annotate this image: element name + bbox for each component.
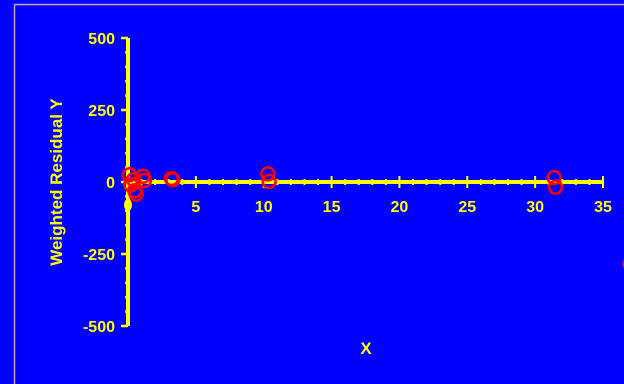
tick-labels: 500 250 0 -250 -500 5 10 15 20 25 30 35 <box>83 31 612 336</box>
x-tick-label: 10 <box>255 199 273 216</box>
y-tick-label: 0 <box>106 175 115 192</box>
y-axis-label: Weighted Residual Y <box>47 98 66 266</box>
y-tick-label: 250 <box>88 103 115 120</box>
data-point <box>261 173 277 190</box>
x-tick-label: 15 <box>323 199 341 216</box>
y-tick-label: -500 <box>83 319 115 336</box>
data-point <box>136 172 153 189</box>
y-tick-label: 500 <box>88 31 115 48</box>
x-tick-label: 35 <box>594 199 612 216</box>
x-tick-label: 25 <box>458 199 476 216</box>
data-point <box>128 186 144 202</box>
data-point <box>125 171 142 188</box>
x-tick-label: 30 <box>526 199 544 216</box>
plot-frame <box>13 3 624 384</box>
y-tick-label: -250 <box>83 247 115 264</box>
data-point <box>260 166 276 182</box>
data-point <box>547 179 564 195</box>
data-point <box>546 169 562 186</box>
x-tick-label: 5 <box>191 199 200 216</box>
filled-dot-marker <box>124 199 132 212</box>
x-axis-label: X <box>360 339 372 358</box>
data-point <box>165 171 181 188</box>
x-tick-label: 20 <box>391 199 409 216</box>
